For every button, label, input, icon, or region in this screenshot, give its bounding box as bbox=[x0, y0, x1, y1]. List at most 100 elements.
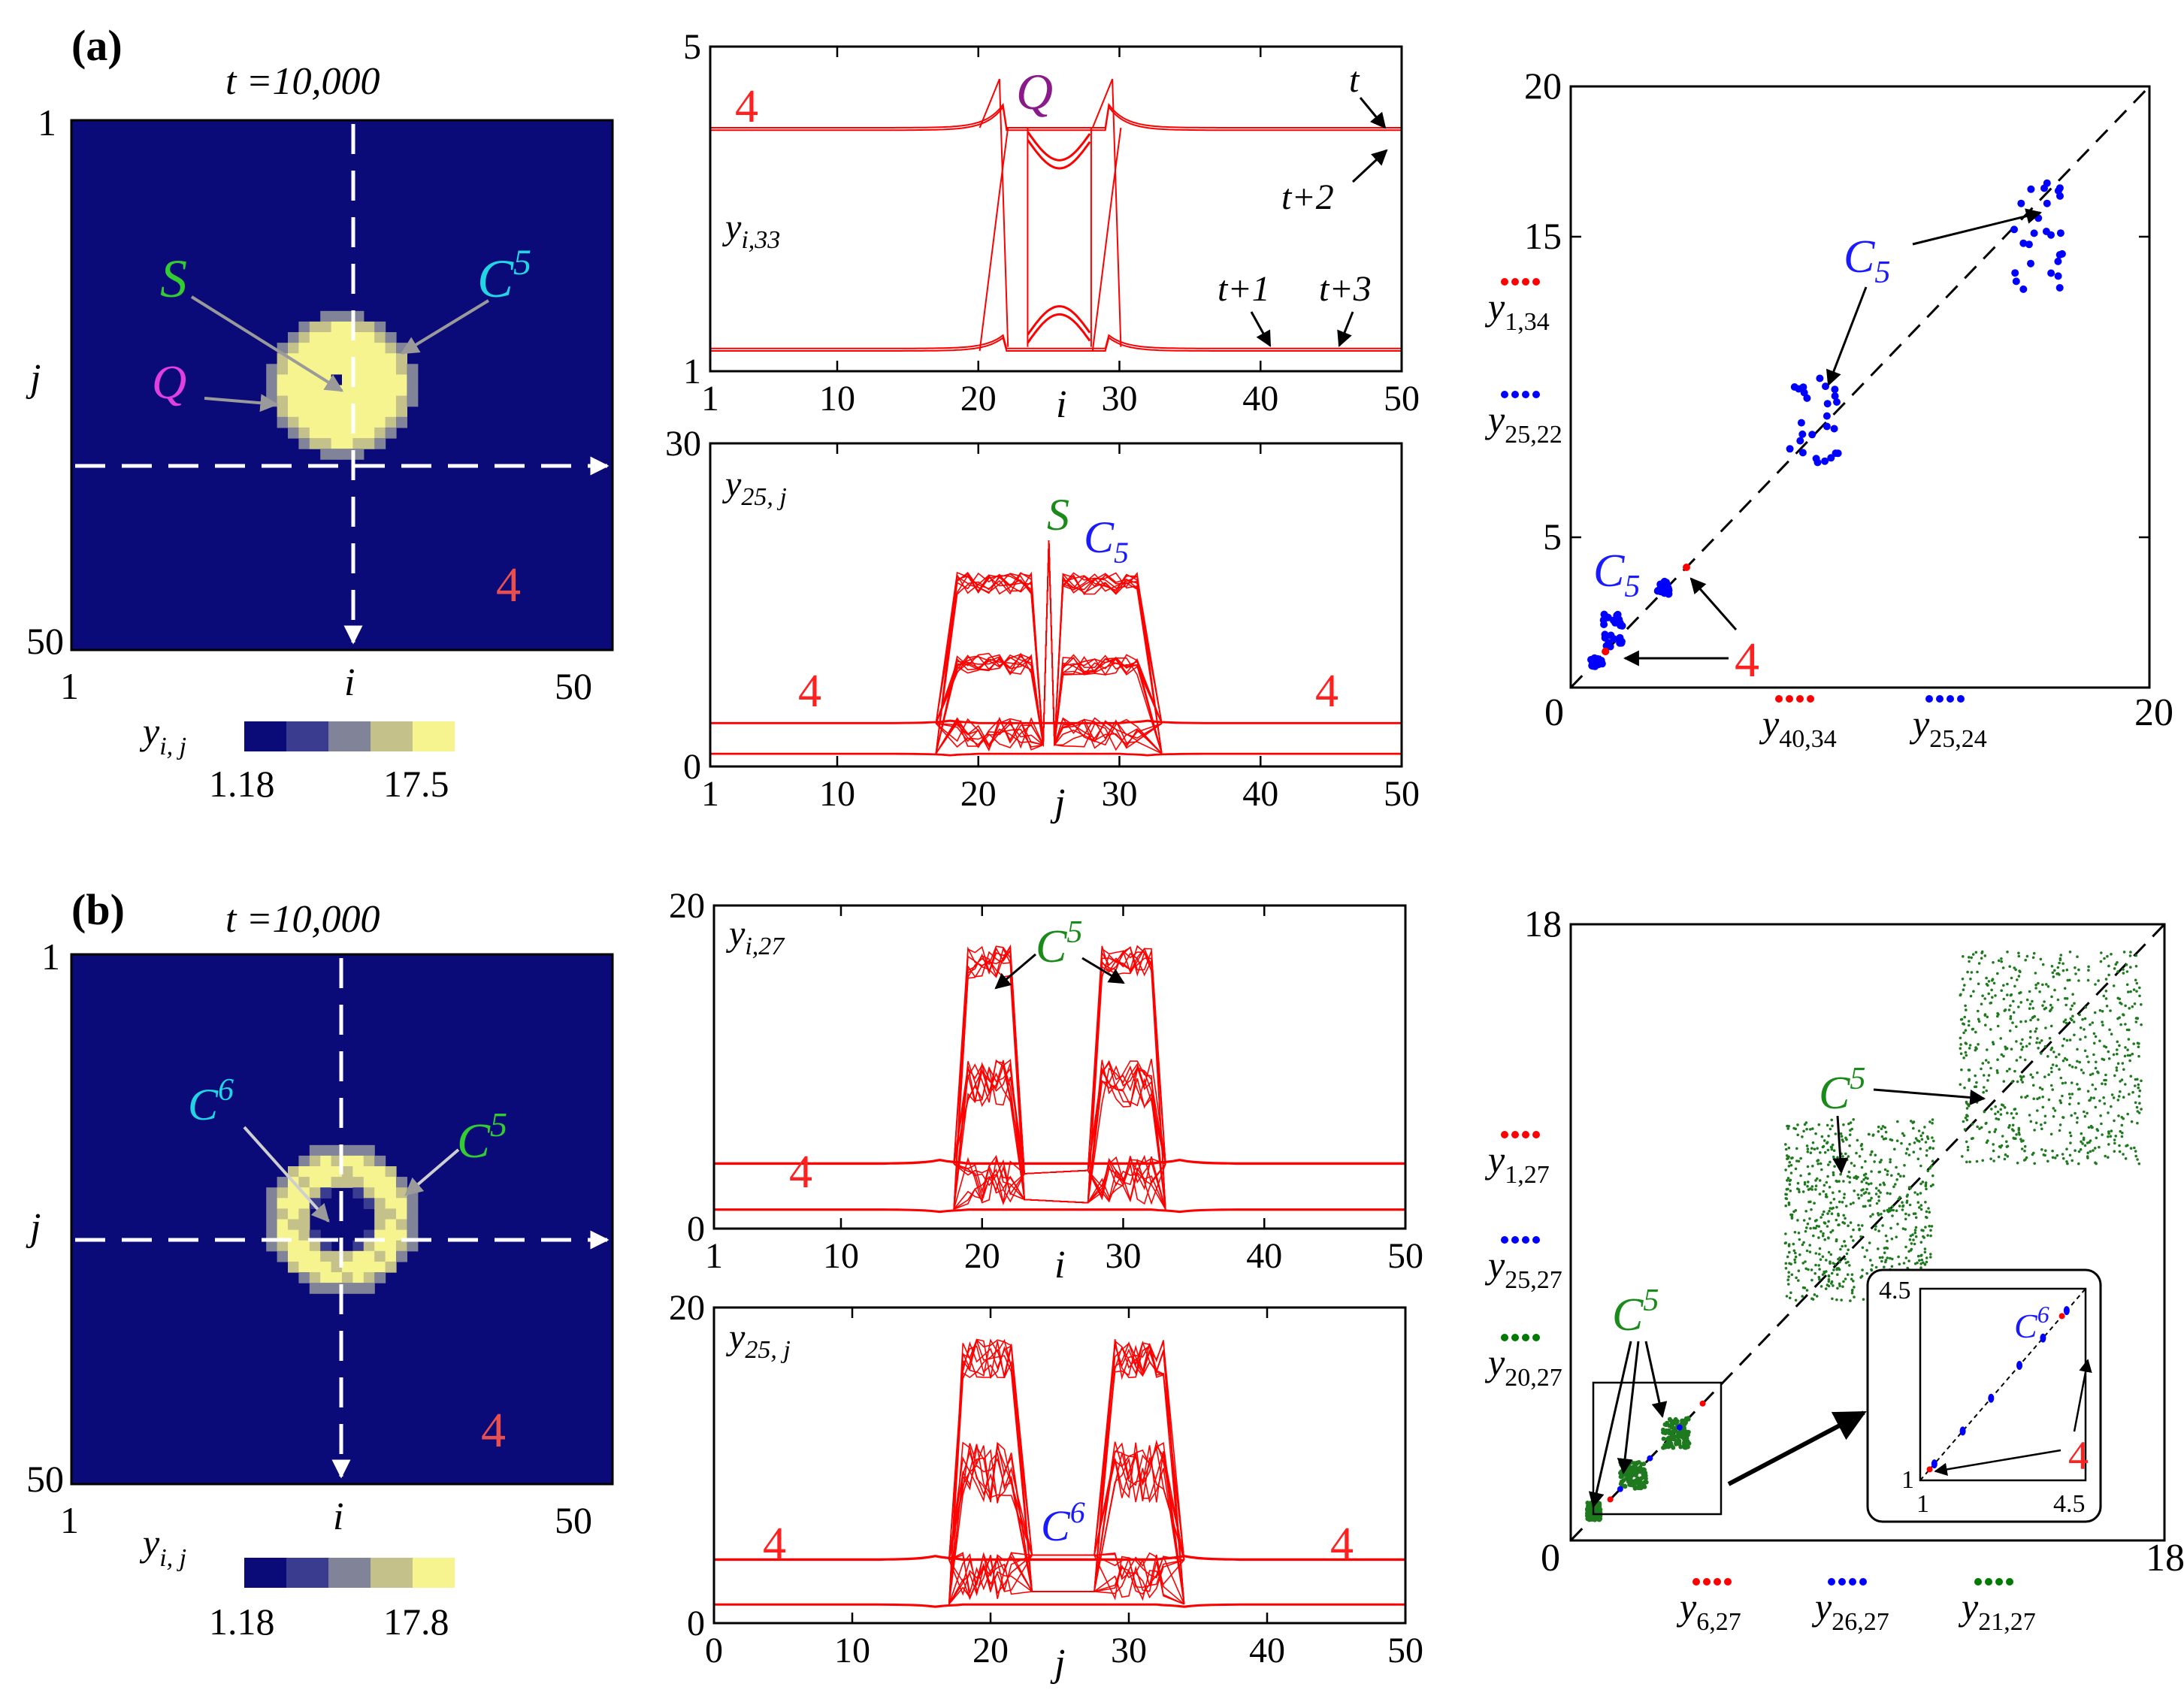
colorbar-a: yi, j 1.18 17.5 bbox=[139, 710, 455, 805]
scatter-point bbox=[1919, 1262, 1922, 1265]
plot-a-bottom-C: C5 bbox=[1084, 512, 1129, 570]
scatter-point bbox=[2086, 1055, 2089, 1058]
legend-dot bbox=[1511, 1236, 1519, 1244]
scatter-point bbox=[1971, 953, 1975, 956]
scatter-point bbox=[1983, 1110, 1986, 1114]
scatter-point bbox=[1829, 1260, 1832, 1263]
panel-a-time: t =10,000 bbox=[225, 60, 380, 103]
scatter-point bbox=[2113, 1119, 2116, 1123]
scatter-point bbox=[1845, 1252, 1849, 1256]
scatter-point bbox=[1852, 1202, 1855, 1205]
panel-a: (a) t =10,000 S C5 Q 4 1 50 1 50 i j yi,… bbox=[26, 21, 2173, 824]
scatter-point bbox=[1788, 1250, 1791, 1254]
scatter-point bbox=[1848, 1133, 1852, 1136]
scatter-point bbox=[1924, 1201, 1927, 1204]
scatter-point bbox=[1638, 1479, 1643, 1484]
scatter-point bbox=[1785, 1295, 1789, 1298]
scatter-point bbox=[1818, 1268, 1821, 1271]
scatter-point bbox=[1676, 1424, 1683, 1431]
scatter-point bbox=[1985, 1089, 1988, 1093]
scatter-point bbox=[1803, 1181, 1807, 1184]
scatter-point bbox=[1858, 1227, 1861, 1231]
scatter-point bbox=[1931, 1159, 1934, 1162]
scatter-point bbox=[2113, 967, 2116, 970]
scatter-point bbox=[2114, 1135, 2117, 1138]
heatmap-cell bbox=[396, 416, 407, 428]
x-tick-label: 0 bbox=[1541, 1537, 1560, 1580]
scatter-point bbox=[1848, 1181, 1851, 1184]
y-tick-label: 18 bbox=[1524, 902, 1562, 945]
scatter-point bbox=[1818, 1253, 1821, 1256]
scatter-point bbox=[2025, 998, 2029, 1002]
scatter-point bbox=[1996, 1024, 2000, 1028]
scatter-point bbox=[1835, 1205, 1838, 1209]
scatter-point bbox=[2083, 1028, 2086, 1031]
scatter-point bbox=[1960, 1068, 1963, 1072]
scatter-point bbox=[1880, 1212, 1883, 1216]
heatmap-cell bbox=[374, 1208, 386, 1220]
heatmap-cell bbox=[331, 321, 343, 333]
scatter-point bbox=[1832, 1171, 1835, 1175]
scatter-point bbox=[1924, 1184, 1928, 1188]
heatmap-cell bbox=[298, 1208, 310, 1220]
heatmap-cell bbox=[331, 416, 343, 428]
scatter-point bbox=[1980, 1126, 1983, 1129]
scatter-point bbox=[2098, 1008, 2102, 1012]
heatmap-cell bbox=[385, 1229, 397, 1241]
scatter-point bbox=[2071, 1066, 2074, 1069]
scatter-point bbox=[2068, 1102, 2071, 1106]
scatter-point bbox=[2107, 964, 2110, 968]
scatter-point bbox=[2108, 1028, 2111, 1032]
heatmap-cell bbox=[277, 416, 289, 428]
background-curve bbox=[714, 1208, 1405, 1214]
legend-dot bbox=[1849, 1578, 1856, 1586]
scatter-point bbox=[1992, 1149, 1995, 1153]
heatmap-cell bbox=[298, 406, 310, 418]
scatter-point bbox=[1841, 1285, 1844, 1288]
scatter-point bbox=[2083, 1144, 2087, 1147]
heatmap-cell bbox=[320, 449, 332, 460]
scatter-point bbox=[1965, 1160, 1968, 1164]
scatter-point bbox=[2043, 1075, 2046, 1078]
scatter-point bbox=[1912, 1120, 1916, 1123]
scatter-point bbox=[1994, 994, 1997, 997]
scatter-point bbox=[1838, 1260, 1841, 1264]
scatter-b-C5-lower: C5 bbox=[1612, 1283, 1659, 1341]
spike-curve bbox=[1091, 78, 1122, 347]
scatter-point bbox=[2137, 1042, 2140, 1045]
heatmap-cell bbox=[288, 332, 299, 343]
y-25j-curve bbox=[935, 540, 1163, 745]
y-tick-label: 5 bbox=[1543, 515, 1562, 558]
y-tick-label: 20 bbox=[669, 886, 705, 926]
scatter-point bbox=[1586, 1504, 1591, 1510]
scatter-point bbox=[2128, 954, 2132, 957]
heatmap-cell bbox=[298, 438, 310, 449]
scatter-point bbox=[1819, 1162, 1823, 1165]
scatter-point bbox=[1895, 1235, 1898, 1238]
x-tick-label: 0 bbox=[1544, 691, 1564, 734]
scatter-point bbox=[2035, 1041, 2038, 1045]
scatter-point bbox=[1642, 1474, 1647, 1479]
scatter-point bbox=[2082, 1072, 2085, 1075]
scatter-point bbox=[1683, 564, 1690, 571]
scatter-point bbox=[1984, 1023, 1987, 1026]
scatter-point bbox=[1591, 1516, 1596, 1522]
map-b: C6 C5 4 1 50 1 50 i j bbox=[26, 936, 614, 1541]
y-i27-curve bbox=[953, 1157, 1166, 1205]
scatter-point bbox=[2116, 1017, 2119, 1020]
scatter-point bbox=[1842, 1196, 1846, 1199]
heatmap-cell bbox=[407, 1240, 419, 1252]
scatter-point bbox=[2003, 1106, 2007, 1109]
scatter-point bbox=[2098, 1039, 2101, 1042]
scatter-point bbox=[1795, 1276, 1798, 1280]
scatter-point bbox=[2007, 1126, 2010, 1129]
scatter-point bbox=[1968, 956, 1971, 959]
plot-a-top-t2-arrow bbox=[1351, 149, 1388, 183]
scatter-point bbox=[2127, 1038, 2131, 1041]
x-tick-label: 20 bbox=[2134, 691, 2173, 734]
heatmap-cell bbox=[288, 416, 299, 428]
heatmap-cell bbox=[288, 1187, 299, 1199]
scatter-point bbox=[1860, 1165, 1864, 1169]
scatter-point bbox=[1824, 1287, 1828, 1290]
scatter-point bbox=[1685, 1431, 1690, 1437]
